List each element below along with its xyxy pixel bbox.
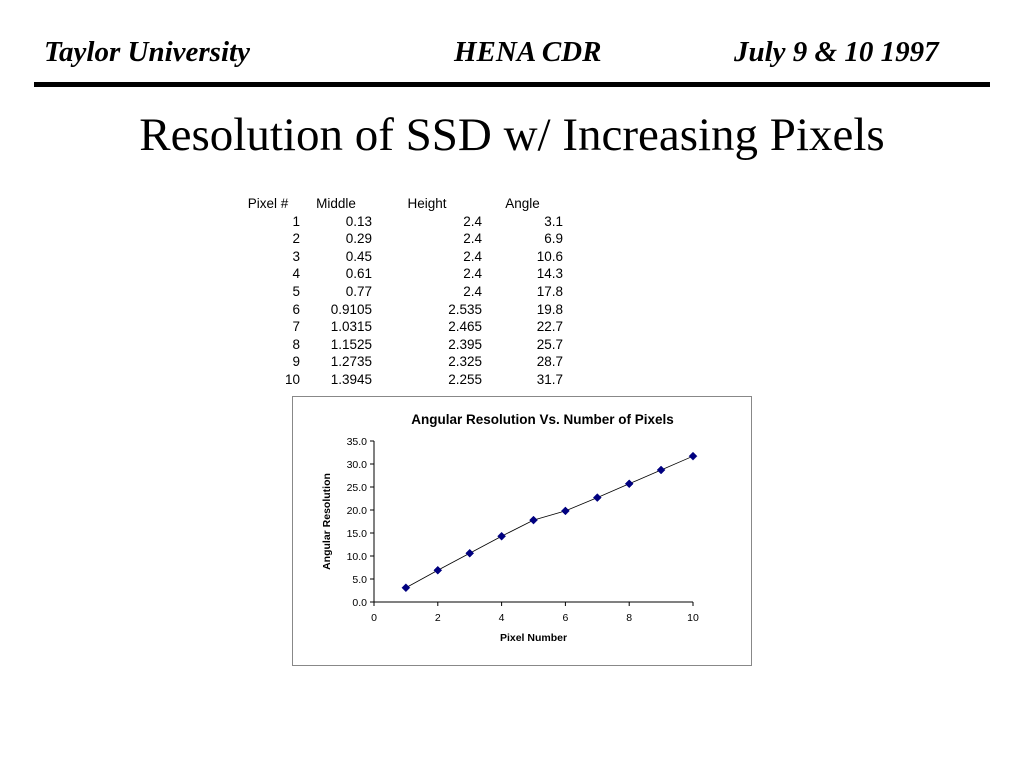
data-point-marker — [624, 479, 634, 489]
table-row: 7 1.0315 2.465 22.7 — [236, 318, 563, 336]
cell-angle: 14.3 — [536, 266, 563, 282]
data-point-marker — [656, 465, 666, 475]
cell-height: 2.535 — [448, 301, 482, 317]
table-row: 2 0.29 2.4 6.9 — [236, 230, 563, 248]
cell-pixel: 6 — [292, 301, 300, 317]
header-event: HENA CDR — [454, 36, 602, 68]
x-axis-label: Pixel Number — [500, 632, 567, 644]
cell-pixel: 3 — [292, 248, 300, 264]
cell-pixel: 8 — [292, 336, 300, 352]
header-date: July 9 & 10 1997 — [734, 36, 939, 68]
cell-angle: 31.7 — [536, 371, 563, 387]
y-tick-label: 15.0 — [347, 528, 368, 540]
data-point-marker — [433, 565, 443, 575]
x-tick-label: 8 — [626, 612, 632, 624]
y-tick-label: 5.0 — [352, 574, 367, 586]
chart-frame: Angular Resolution Vs. Number of Pixels 0… — [292, 396, 752, 666]
cell-height: 2.255 — [448, 371, 482, 387]
cell-angle: 17.8 — [536, 283, 563, 299]
cell-angle: 19.8 — [536, 301, 563, 317]
slide-title: Resolution of SSD w/ Increasing Pixels — [139, 109, 885, 161]
y-tick-label: 0.0 — [352, 597, 367, 609]
cell-middle: 0.61 — [345, 266, 372, 282]
series-line — [405, 455, 694, 589]
angular-resolution-chart: Angular Resolution Vs. Number of Pixels 0… — [321, 412, 699, 644]
data-point-marker — [592, 493, 602, 502]
cell-height: 2.325 — [448, 354, 482, 370]
col-header-height: Height — [407, 196, 447, 211]
cell-middle: 1.2735 — [330, 354, 372, 370]
x-tick-label: 2 — [435, 612, 441, 624]
cell-middle: 1.1525 — [330, 336, 372, 352]
table-row: 1 0.13 2.4 3.1 — [236, 213, 563, 231]
data-point-marker — [561, 506, 570, 516]
cell-height: 2.4 — [463, 248, 482, 264]
y-tick-label: 25.0 — [347, 482, 368, 494]
data-point-marker — [401, 583, 411, 593]
cell-pixel: 5 — [292, 283, 300, 299]
cell-height: 2.4 — [463, 213, 482, 229]
data-table: Pixel # Middle Height Angle 1 0.13 2.4 3.1 2… — [236, 195, 563, 389]
cell-pixel: 4 — [292, 266, 300, 282]
table-row: 3 0.45 2.4 10.6 — [236, 248, 563, 266]
cell-middle: 1.3945 — [330, 371, 372, 387]
table-body: 1 0.13 2.4 3.1 2 0.29 2.4 6.9 3 0.45 2.4 10.6 4 0.61 2… — [236, 213, 563, 389]
cell-angle: 22.7 — [536, 319, 563, 335]
x-tick-label: 10 — [687, 612, 699, 624]
x-tick-label: 0 — [371, 612, 377, 624]
col-header-pixel: Pixel # — [247, 196, 289, 211]
col-header-middle: Middle — [316, 196, 356, 211]
cell-pixel: 9 — [292, 354, 300, 370]
cell-height: 2.4 — [463, 231, 482, 247]
table-row: 10 1.3945 2.255 31.7 — [236, 371, 563, 389]
cell-angle: 6.9 — [544, 231, 563, 247]
data-point-marker — [497, 531, 506, 541]
data-point-marker — [688, 451, 698, 461]
cell-height: 2.465 — [448, 319, 482, 335]
y-axis-label: Angular Resolution — [321, 473, 333, 570]
table-header-row: Pixel # Middle Height Angle — [236, 195, 563, 213]
cell-middle: 0.13 — [345, 213, 372, 229]
table-row: 9 1.2735 2.325 28.7 — [236, 353, 563, 371]
col-header-angle: Angle — [505, 196, 540, 211]
cell-pixel: 10 — [284, 371, 300, 387]
cell-angle: 3.1 — [544, 213, 563, 229]
cell-angle: 10.6 — [536, 248, 563, 264]
cell-middle: 0.45 — [345, 248, 372, 264]
x-tick-label: 4 — [499, 612, 505, 624]
table-row: 4 0.61 2.4 14.3 — [236, 265, 563, 283]
table-row: 6 0.9105 2.535 19.8 — [236, 301, 563, 319]
header-institution: Taylor University — [44, 36, 250, 68]
cell-middle: 0.29 — [345, 231, 372, 247]
x-tick-label: 6 — [562, 612, 568, 624]
cell-pixel: 7 — [292, 319, 300, 335]
table-row: 8 1.1525 2.395 25.7 — [236, 336, 563, 354]
table-row: 5 0.77 2.4 17.8 — [236, 283, 563, 301]
data-point-marker — [465, 548, 475, 558]
header-rule — [34, 82, 990, 87]
y-tick-label: 30.0 — [347, 459, 368, 471]
cell-angle: 25.7 — [536, 336, 563, 352]
y-tick-label: 10.0 — [347, 551, 368, 563]
cell-pixel: 2 — [292, 231, 300, 247]
cell-angle: 28.7 — [536, 354, 563, 370]
data-point-marker — [529, 515, 538, 525]
cell-height: 2.4 — [463, 266, 482, 282]
cell-middle: 0.77 — [345, 283, 372, 299]
cell-height: 2.4 — [463, 283, 482, 299]
chart-title: Angular Resolution Vs. Number of Pixels — [411, 412, 674, 427]
cell-height: 2.395 — [448, 336, 482, 352]
cell-pixel: 1 — [292, 213, 300, 229]
y-tick-label: 20.0 — [347, 505, 368, 517]
cell-middle: 0.9105 — [330, 301, 372, 317]
y-tick-label: 35.0 — [347, 436, 368, 448]
cell-middle: 1.0315 — [330, 319, 372, 335]
